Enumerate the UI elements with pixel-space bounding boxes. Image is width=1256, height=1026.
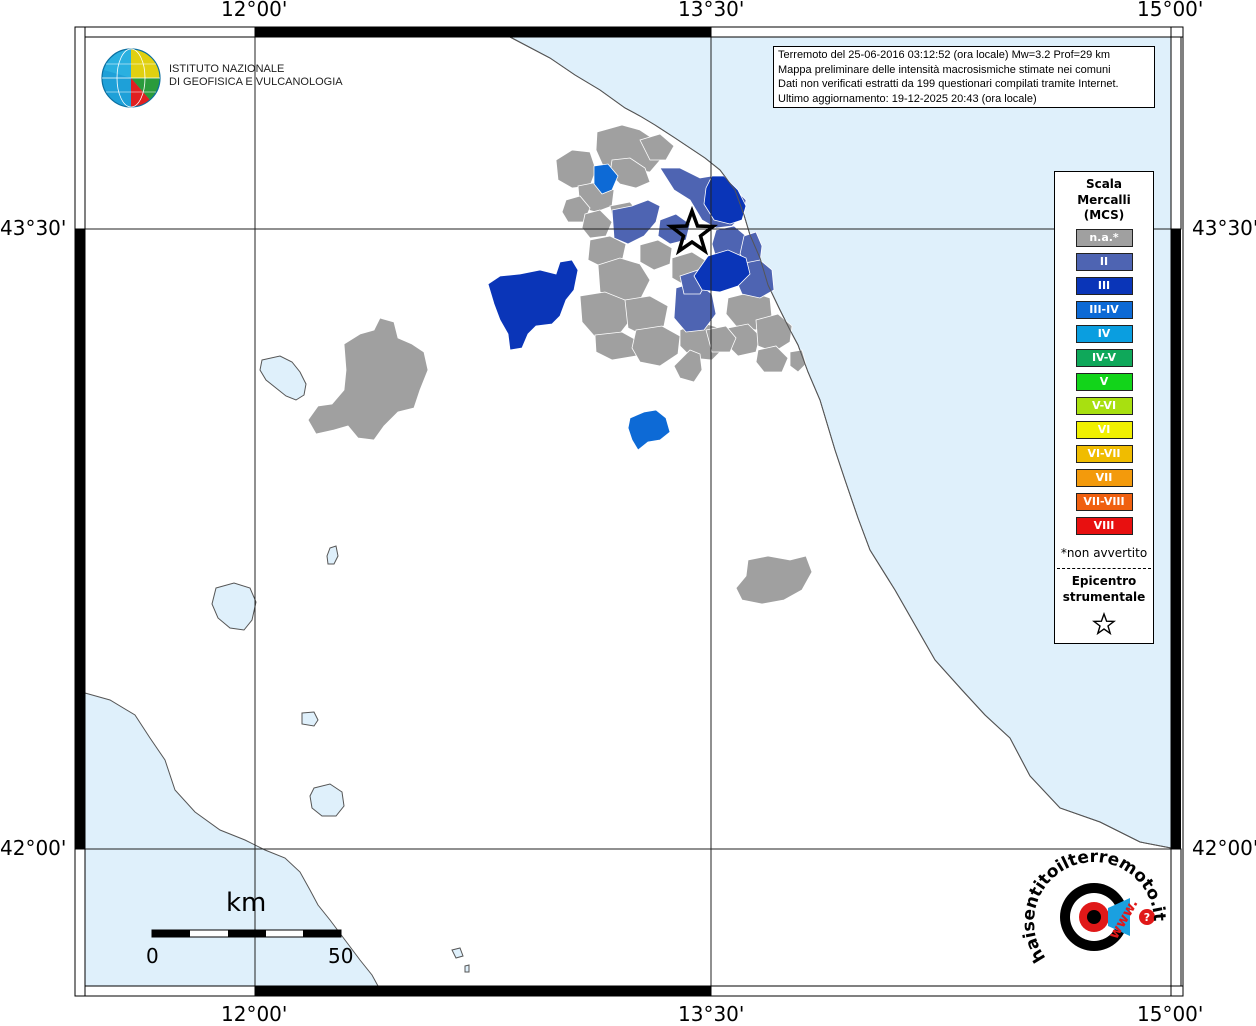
- legend-epicenter-line-2: strumentale: [1062, 590, 1146, 604]
- legend-swatch: VII-VIII: [1075, 493, 1133, 511]
- municipalities-III-IV: [593, 163, 671, 451]
- coord-right-1: 43°30': [1192, 216, 1256, 240]
- map-frame: [74, 26, 1184, 997]
- coord-bottom-1: 12°00': [221, 1002, 288, 1026]
- svg-text:?: ?: [1144, 911, 1150, 924]
- legend-epicenter-label: Epicentro strumentale: [1055, 573, 1153, 605]
- legend-swatch: VI-VII: [1075, 445, 1133, 463]
- scale-min: 0: [146, 944, 159, 968]
- ingv-logo-text: ISTITUTO NAZIONALE DI GEOFISICA E VULCAN…: [169, 63, 343, 89]
- scale-bar: [151, 929, 342, 938]
- legend-swatch: VI: [1075, 421, 1133, 439]
- info-line-2: Mappa preliminare delle intensità macros…: [778, 63, 1111, 76]
- legend-note: *non avvertito: [1060, 546, 1148, 560]
- lake-bracciano: [309, 783, 345, 817]
- coord-top-1: 12°00': [221, 0, 288, 21]
- coord-left-1: 43°30': [0, 216, 67, 240]
- coord-top-2: 13°30': [678, 0, 745, 21]
- epicenter-star: [666, 205, 718, 256]
- legend-star-icon: [1092, 612, 1116, 636]
- tyrrhenian-sea: [84, 692, 379, 987]
- info-line-4: Ultimo aggiornamento: 19-12-2025 20:43 (…: [778, 92, 1037, 105]
- legend-swatch: V-VI: [1075, 397, 1133, 415]
- graticule: [85, 37, 1171, 986]
- legend-items: n.a.* II III III-IV IV IV-V V V-VI VI VI-VII VII VI…: [1055, 229, 1153, 541]
- legend-epicenter-line-1: Epicentro: [1071, 574, 1137, 588]
- coord-right-2: 42°00': [1192, 836, 1256, 860]
- lake-trasimeno: [259, 355, 307, 401]
- coord-left-2: 42°00': [0, 836, 67, 860]
- mcs-legend: Scala Mercalli (MCS) n.a.* II III III-IV IV I…: [1054, 171, 1154, 644]
- scale-unit: km: [226, 888, 267, 918]
- legend-swatch: VIII: [1075, 517, 1133, 535]
- municipalities-na: [307, 124, 813, 605]
- islet-1: [451, 947, 464, 959]
- legend-title: Scala Mercalli (MCS): [1055, 177, 1153, 224]
- islet-2: [464, 964, 470, 973]
- info-line-3: Dati non verificati estratti da 199 ques…: [778, 78, 1119, 90]
- ingv-line-1: ISTITUTO NAZIONALE: [169, 63, 285, 75]
- legend-swatch: IV: [1075, 325, 1133, 343]
- legend-swatch: III: [1075, 277, 1133, 295]
- legend-swatch: VII: [1075, 469, 1133, 487]
- legend-divider: [1057, 568, 1151, 569]
- legend-swatch: V: [1075, 373, 1133, 391]
- coord-top-3: 15°00': [1137, 0, 1204, 21]
- legend-swatch: II: [1075, 253, 1133, 271]
- legend-title-line-2: Mercalli: [1077, 192, 1131, 207]
- legend-swatch: n.a.*: [1075, 229, 1133, 247]
- coord-bottom-2: 13°30': [678, 1002, 745, 1026]
- earthquake-info-box: Terremoto del 25-06-2016 03:12:52 (ora l…: [773, 46, 1155, 108]
- municipalities-III: [487, 175, 751, 351]
- legend-title-line-1: Scala: [1085, 177, 1123, 191]
- info-line-1: Terremoto del 25-06-2016 03:12:52 (ora l…: [778, 49, 1111, 61]
- lake-small-1: [326, 545, 339, 565]
- legend-swatch: IV-V: [1075, 349, 1133, 367]
- legend-swatch: III-IV: [1075, 301, 1133, 319]
- lake-vico: [301, 711, 319, 727]
- legend-title-line-3: (MCS): [1083, 208, 1125, 222]
- coord-bottom-3: 15°00': [1137, 1002, 1204, 1026]
- scale-max: 50: [328, 944, 354, 968]
- ingv-logo-icon: [101, 48, 161, 108]
- lake-bolsena: [211, 582, 257, 631]
- ingv-line-2: DI GEOFISICA E VULCANOLOGIA: [169, 76, 343, 88]
